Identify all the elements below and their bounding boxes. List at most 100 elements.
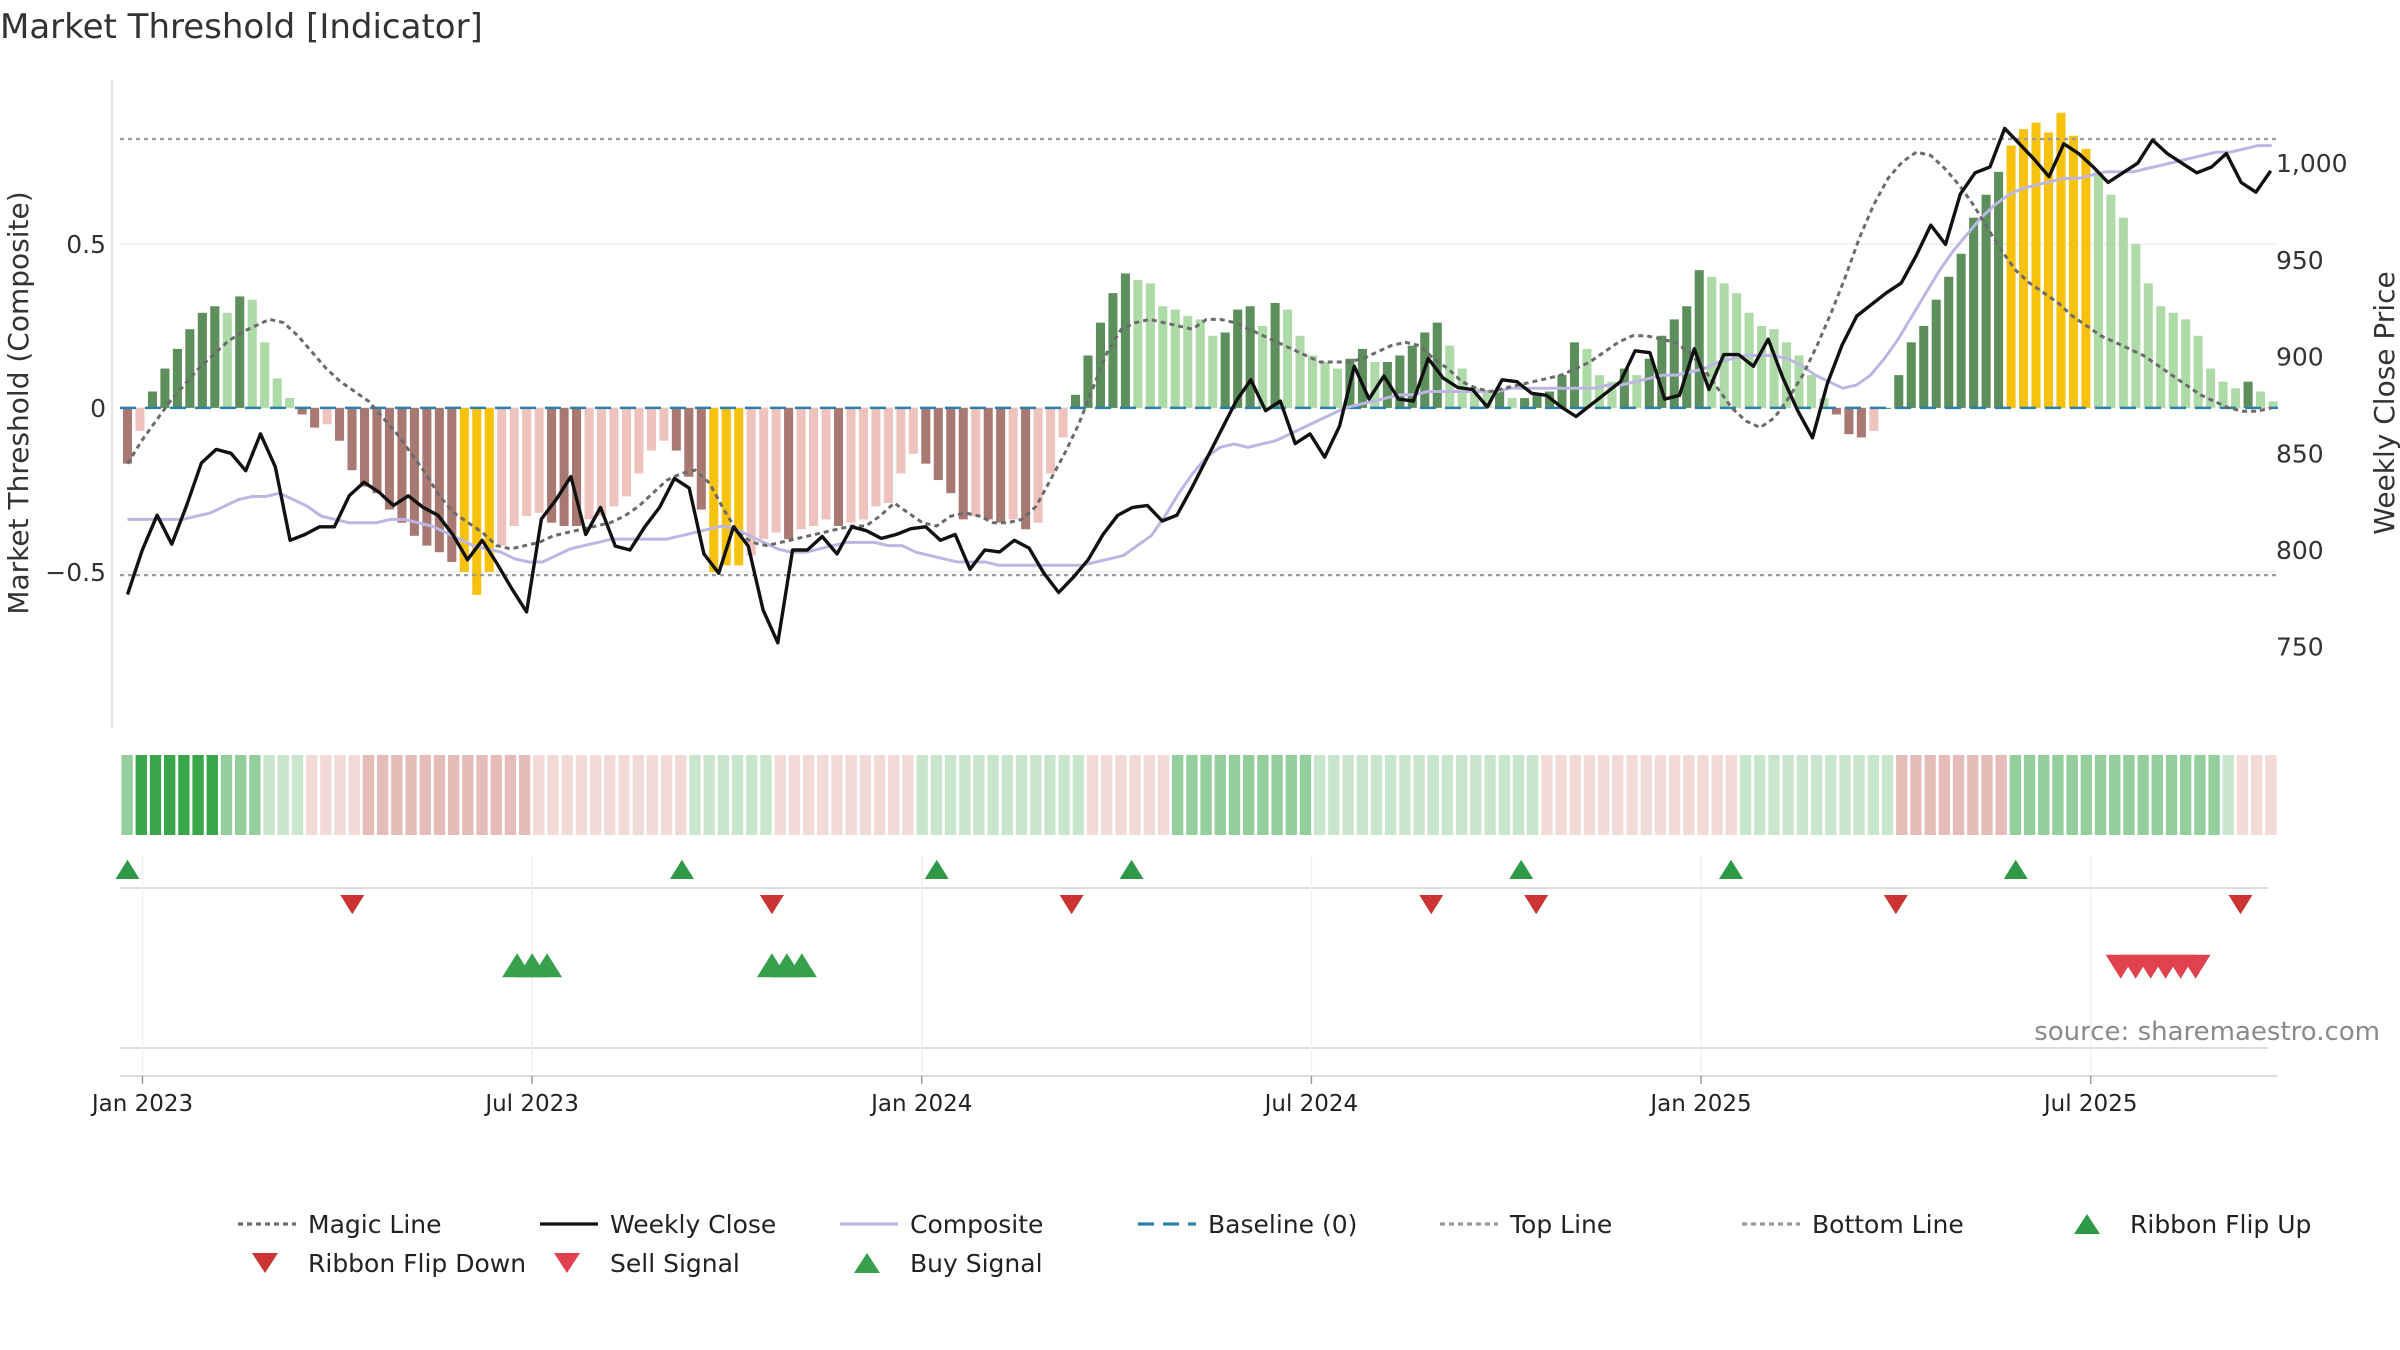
ribbon-cell bbox=[802, 755, 815, 835]
composite-bar bbox=[1856, 407, 1866, 438]
composite-bar bbox=[858, 407, 868, 520]
composite-bar bbox=[996, 407, 1006, 523]
ribbon-cell bbox=[1186, 755, 1198, 835]
composite-bar bbox=[2156, 306, 2166, 408]
composite-bar bbox=[821, 407, 831, 520]
ribbon-cell bbox=[433, 755, 446, 835]
composite-bar bbox=[1981, 194, 1991, 408]
ribbon-cell bbox=[1668, 755, 1681, 835]
sell-signal-marker bbox=[2180, 954, 2211, 979]
composite-bar bbox=[1831, 407, 1841, 415]
ribbon-cell bbox=[1370, 755, 1383, 835]
ribbon-cell bbox=[1257, 755, 1269, 835]
ribbon-cell bbox=[1782, 755, 1794, 835]
composite-bar bbox=[1021, 407, 1031, 530]
composite-bar bbox=[1582, 348, 1592, 408]
ribbon-flip-down-marker bbox=[1419, 895, 1444, 915]
legend-item: Bottom Line bbox=[1742, 1210, 1964, 1239]
ribbon-cell bbox=[504, 755, 517, 835]
composite-bar bbox=[2093, 171, 2103, 408]
left-axis-label: Market Threshold (Composite) bbox=[2, 191, 35, 614]
composite-bar bbox=[1669, 319, 1679, 408]
ribbon-cell bbox=[1881, 755, 1894, 835]
composite-bar bbox=[1894, 375, 1904, 408]
composite-bar bbox=[2043, 132, 2054, 408]
composite-bar bbox=[1956, 253, 1966, 408]
composite-bar bbox=[1782, 342, 1792, 408]
ribbon-cell bbox=[575, 755, 588, 835]
composite-bar bbox=[335, 407, 345, 441]
ribbon-cell bbox=[547, 755, 559, 835]
ribbon-cell bbox=[1271, 755, 1283, 835]
ribbon-cell bbox=[1810, 755, 1823, 835]
ribbon-cell bbox=[959, 755, 971, 835]
ribbon-cell bbox=[746, 755, 758, 835]
composite-bar bbox=[1008, 407, 1018, 520]
ribbon-cell bbox=[731, 755, 744, 835]
ribbon-cell bbox=[518, 755, 531, 835]
composite-bar bbox=[1869, 407, 1879, 431]
composite-bar bbox=[359, 407, 370, 487]
ribbon-cell bbox=[2080, 755, 2093, 835]
ribbon-cell bbox=[1299, 755, 1312, 835]
composite-bar bbox=[1594, 375, 1604, 408]
composite-bar bbox=[497, 407, 507, 546]
composite-bar bbox=[1495, 388, 1505, 408]
composite-bar bbox=[147, 391, 157, 408]
plot-area: 0.5 0 −0.5 1,000 950 900 850 800 750 Jan 2023 Jul … bbox=[45, 80, 2348, 1117]
composite-bar bbox=[1657, 335, 1667, 408]
ribbon-cell bbox=[831, 755, 843, 835]
ribbon-cell bbox=[1072, 755, 1085, 835]
ribbon-cell bbox=[618, 755, 630, 835]
ribbon-cell bbox=[1384, 755, 1397, 835]
composite-bar bbox=[1183, 316, 1193, 408]
composite-bar bbox=[833, 407, 844, 526]
composite-bar bbox=[1569, 342, 1580, 408]
ribbon-cell bbox=[902, 755, 914, 835]
right-axis-label: Weekly Close Price bbox=[2368, 271, 2400, 534]
composite-bar bbox=[983, 407, 993, 520]
composite-bar bbox=[958, 407, 968, 520]
ribbon-cell bbox=[689, 755, 701, 835]
composite-bar bbox=[1432, 322, 1442, 408]
composite-bar bbox=[1407, 345, 1417, 408]
ribbon-flip-up-marker bbox=[2003, 859, 2028, 879]
ribbon-cell bbox=[930, 755, 943, 835]
composite-bar bbox=[222, 312, 232, 408]
composite-bar bbox=[2031, 122, 2041, 408]
ribbon-cell bbox=[1001, 755, 1014, 835]
legend-label: Baseline (0) bbox=[1208, 1210, 1357, 1239]
legend-label: Ribbon Flip Down bbox=[308, 1249, 526, 1278]
legend-label: Weekly Close bbox=[610, 1210, 776, 1239]
composite-bar bbox=[1707, 276, 1717, 408]
ribbon-cell bbox=[1725, 755, 1738, 835]
ribbon-cell bbox=[1739, 755, 1752, 835]
ribbon-cell bbox=[1995, 755, 2007, 835]
x-tick-label: Jan 2023 bbox=[90, 1091, 193, 1117]
composite-bar bbox=[1919, 325, 1929, 408]
composite-bar bbox=[2231, 388, 2241, 408]
composite-bar bbox=[1332, 368, 1343, 408]
ribbon-cell bbox=[1853, 755, 1865, 835]
ribbon-cell bbox=[1243, 755, 1255, 835]
right-tick-label: 1,000 bbox=[2276, 149, 2348, 178]
ribbon-cell bbox=[291, 755, 304, 835]
composite-bar bbox=[1470, 388, 1480, 408]
right-tick-label: 900 bbox=[2276, 343, 2324, 372]
composite-bar bbox=[1507, 398, 1517, 408]
ribbon-cell bbox=[135, 755, 147, 835]
composite-bar bbox=[2168, 312, 2178, 408]
composite-bar bbox=[1320, 362, 1330, 408]
ribbon-flip-up-marker bbox=[1119, 859, 1144, 879]
legend-label: Ribbon Flip Up bbox=[2130, 1210, 2311, 1239]
ribbon-flip-down-marker bbox=[340, 895, 365, 915]
x-tick-label: Jul 2025 bbox=[2042, 1091, 2138, 1117]
composite-bar bbox=[197, 312, 207, 408]
composite-bar bbox=[634, 407, 644, 474]
ribbon-cell bbox=[774, 755, 786, 835]
composite-bar bbox=[1744, 312, 1754, 408]
composite-bar bbox=[871, 407, 881, 507]
composite-bar bbox=[559, 407, 569, 526]
ribbon-cell bbox=[1172, 755, 1184, 835]
